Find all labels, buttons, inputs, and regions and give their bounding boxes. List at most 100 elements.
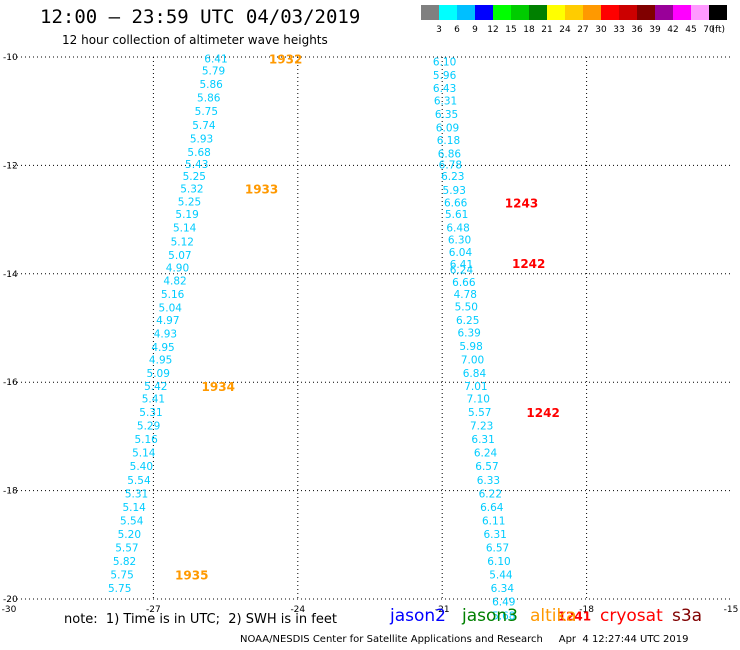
color-scale-label: 33 xyxy=(613,25,624,35)
color-swatch xyxy=(673,5,691,20)
swh-value-label: 5.16 xyxy=(134,434,158,446)
swh-value-label: 6.24 xyxy=(450,264,474,276)
color-scale-label: 21 xyxy=(541,25,552,35)
swh-value-label: 6.66 xyxy=(444,197,468,209)
color-swatch xyxy=(493,5,511,20)
color-swatch xyxy=(421,5,439,20)
swh-value-label: 6.30 xyxy=(448,235,471,247)
color-swatch xyxy=(547,5,565,20)
swh-value-label: 4.97 xyxy=(156,315,179,327)
swh-value-label: 5.25 xyxy=(178,197,201,209)
swh-value-label: 5.61 xyxy=(445,209,468,221)
swh-value-label: 5.29 xyxy=(137,421,160,433)
swh-value-label: 6.49 xyxy=(492,597,515,609)
swh-value-label: 5.12 xyxy=(171,236,194,248)
pass-time-label: 1241 xyxy=(558,609,591,623)
swh-value-label: 6.64 xyxy=(480,502,504,514)
pass-time-label: 1935 xyxy=(175,569,208,583)
swh-value-label: 6.41 xyxy=(204,54,227,66)
swh-value-label: 5.93 xyxy=(443,185,466,197)
mission-jason3: jason3 xyxy=(462,606,518,626)
y-tick-label: -10 xyxy=(3,53,18,63)
grid: -30 -27 -24 -21 -18 -15 -10 -12 -14 -16 -18 -20 xyxy=(2,53,739,615)
color-scale-label: 27 xyxy=(577,25,588,35)
color-scale-legend: 3 6 9 12 15 18 21 24 27 30 33 36 39 42 45 70(ft) xyxy=(421,5,727,35)
color-swatch xyxy=(457,5,475,20)
swh-value-label: 5.82 xyxy=(113,556,136,568)
swh-value-label: 5.09 xyxy=(147,368,170,380)
swh-value-label: 5.96 xyxy=(433,70,457,82)
color-swatch xyxy=(565,5,583,20)
y-tick-label: -14 xyxy=(3,270,18,280)
pass-time-label: 1933 xyxy=(245,183,278,197)
swh-value-label: 6.86 xyxy=(438,148,462,160)
mission-cryosat: cryosat xyxy=(600,606,663,626)
swh-value-label: 6.25 xyxy=(456,315,479,327)
swh-value-label: 5.75 xyxy=(195,106,218,118)
swh-value-label: 5.50 xyxy=(455,301,478,313)
swh-value-label: 5.14 xyxy=(122,502,146,514)
swh-value-label: 5.16 xyxy=(161,289,185,301)
swh-value-label: 5.86 xyxy=(199,79,223,91)
swh-value-label: 6.84 xyxy=(463,368,487,380)
swh-value-label: 5.68 xyxy=(492,610,515,622)
swh-value-label: 5.68 xyxy=(187,147,210,159)
color-scale-label: 15 xyxy=(505,25,516,35)
x-tick-label: -30 xyxy=(2,605,17,615)
y-tick-label: -18 xyxy=(3,487,18,497)
color-swatch xyxy=(709,5,727,20)
swh-value-label: 6.09 xyxy=(436,122,459,134)
swh-value-label: 5.44 xyxy=(489,570,513,582)
x-tick-label: -24 xyxy=(290,605,305,615)
x-tick-label: -18 xyxy=(579,605,594,615)
pass-time-label: 1243 xyxy=(505,196,538,210)
color-swatch xyxy=(619,5,637,20)
swh-value-label: 5.75 xyxy=(110,570,133,582)
swh-value-label: 7.23 xyxy=(470,421,493,433)
color-scale-label: 42 xyxy=(667,25,678,35)
swh-value-label: 6.35 xyxy=(435,109,458,121)
swh-value-label: 5.93 xyxy=(190,133,213,145)
swh-value-label: 6.10 xyxy=(433,56,456,68)
color-swatch xyxy=(637,5,655,20)
y-tick-label: -16 xyxy=(3,378,18,388)
color-swatch xyxy=(529,5,547,20)
swh-value-label: 5.42 xyxy=(144,381,167,393)
swh-value-label: 6.66 xyxy=(452,277,476,289)
swh-value-label: 5.54 xyxy=(120,515,144,527)
swh-value-label: 6.78 xyxy=(439,159,462,171)
swh-value-label: 6.04 xyxy=(449,247,473,259)
swh-value-label: 6.41 xyxy=(450,259,473,271)
pass-time-label: 1934 xyxy=(202,380,235,394)
swh-value-label: 5.14 xyxy=(173,223,197,235)
swh-value-label: 5.57 xyxy=(115,543,138,555)
swh-value-label: 6.33 xyxy=(477,475,500,487)
swh-value-label: 5.98 xyxy=(459,341,482,353)
color-scale-label: 3 xyxy=(436,25,442,35)
mission-jason2: jason2 xyxy=(390,606,446,626)
swh-value-label: 5.31 xyxy=(139,407,162,419)
color-scale-label: 9 xyxy=(472,25,478,35)
swh-value-label: 5.43 xyxy=(185,159,208,171)
swh-value-label: 4.82 xyxy=(163,275,186,287)
swh-value-label: 5.04 xyxy=(159,302,183,314)
note-text: note: 1) Time is in UTC; 2) SWH is in fe… xyxy=(64,612,337,627)
swh-value-label: 5.31 xyxy=(125,488,148,500)
swh-value-label: 5.19 xyxy=(175,209,198,221)
swh-value-label: 6.18 xyxy=(437,135,460,147)
data-marks: 6.415.795.865.865.755.745.935.685.435.25… xyxy=(108,53,591,624)
color-scale-label: 6 xyxy=(454,25,460,35)
swh-value-label: 6.31 xyxy=(434,95,457,107)
color-swatch xyxy=(439,5,457,20)
color-scale-unit: (ft) xyxy=(711,25,725,35)
swh-value-label: 5.75 xyxy=(108,583,131,595)
swh-value-label: 5.54 xyxy=(127,475,151,487)
swh-value-label: 6.57 xyxy=(486,543,509,555)
swh-value-label: 5.32 xyxy=(180,184,203,196)
swh-value-label: 6.31 xyxy=(483,529,506,541)
pass-time-label: 1242 xyxy=(512,257,545,271)
swh-value-label: 4.78 xyxy=(454,289,477,301)
swh-value-label: 5.07 xyxy=(168,250,191,262)
swh-value-label: 7.00 xyxy=(461,354,484,366)
